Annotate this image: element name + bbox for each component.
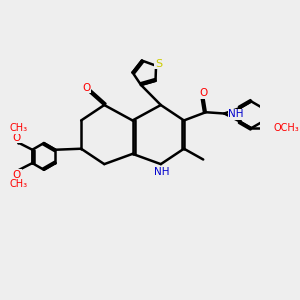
Text: O: O: [82, 82, 90, 93]
Text: O: O: [199, 88, 207, 98]
Text: S: S: [155, 59, 162, 69]
Text: OCH₃: OCH₃: [274, 123, 299, 133]
Text: O: O: [13, 133, 21, 143]
Text: CH₃: CH₃: [9, 179, 27, 189]
Text: CH₃: CH₃: [9, 123, 27, 134]
Text: NH: NH: [154, 167, 169, 177]
Text: O: O: [13, 170, 21, 180]
Text: NH: NH: [228, 109, 244, 119]
